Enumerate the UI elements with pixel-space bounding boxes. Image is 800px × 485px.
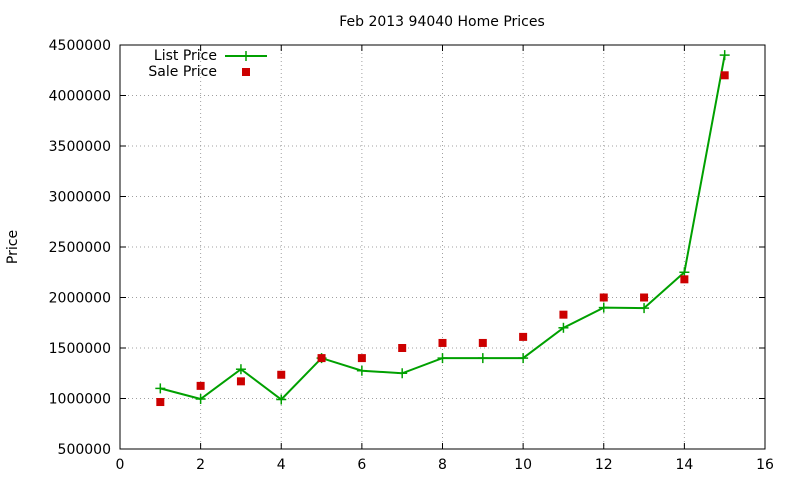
sale-price-point <box>519 332 528 341</box>
sale-price-point <box>478 338 487 347</box>
x-tick-label: 2 <box>196 457 205 473</box>
list-price-point <box>477 353 488 364</box>
legend-marker-list-price <box>241 51 251 61</box>
y-tick-label: 1500000 <box>49 341 111 357</box>
y-tick-label: 2500000 <box>49 240 111 256</box>
x-tick-label: 6 <box>357 457 366 473</box>
list-price-point <box>639 303 650 314</box>
sale-price-point <box>317 354 326 363</box>
legend-label-sale-price: Sale Price <box>148 64 217 80</box>
sale-price-point <box>438 338 447 347</box>
list-price-point <box>719 50 730 61</box>
y-tick-label: 500000 <box>58 442 111 458</box>
y-tick-label: 3500000 <box>49 139 111 155</box>
list-price-point <box>356 365 367 376</box>
x-tick-label: 4 <box>277 457 286 473</box>
sale-price-point <box>277 370 286 379</box>
y-tick-label: 4500000 <box>49 38 111 54</box>
y-tick-label: 1000000 <box>49 392 111 408</box>
list-price-point <box>195 394 206 405</box>
data-series <box>155 50 730 407</box>
sale-price-point <box>357 354 366 363</box>
sale-price-point <box>156 398 165 407</box>
x-tick-label: 16 <box>756 457 774 473</box>
sale-price-point <box>640 293 649 302</box>
y-tick-label: 4000000 <box>49 89 111 105</box>
sale-price-point <box>680 275 689 284</box>
x-tick-label: 12 <box>595 457 613 473</box>
x-tick-label: 10 <box>514 457 532 473</box>
list-price-point <box>598 302 609 313</box>
y-axis-title: Price <box>5 230 21 264</box>
legend-swatch-sale-price <box>242 68 250 76</box>
sale-price-point <box>398 344 407 352</box>
sale-price-point <box>599 293 608 302</box>
sale-price-point <box>196 381 205 390</box>
grid-lines <box>120 45 765 449</box>
axis-ticks: 0 2 4 6 8 10 12 14 16 500000 1000000 1500000 2000000… <box>49 38 774 473</box>
x-tick-label: 0 <box>116 457 125 473</box>
x-tick-label: 8 <box>438 457 447 473</box>
list-price-point <box>518 353 529 364</box>
chart-title: Feb 2013 94040 Home Prices <box>339 14 545 30</box>
y-tick-label: 3000000 <box>49 190 111 206</box>
legend-label-list-price: List Price <box>154 48 217 64</box>
y-tick-label: 2000000 <box>49 291 111 307</box>
sale-price-point <box>559 310 568 319</box>
list-price-point <box>155 383 166 394</box>
x-tick-label: 14 <box>675 457 693 473</box>
list-price-point <box>397 368 408 379</box>
sale-price-point <box>236 377 245 386</box>
list-price-point <box>276 394 287 405</box>
sale-price-point <box>720 71 729 80</box>
list-price-point <box>235 364 246 375</box>
list-price-point <box>437 353 448 364</box>
list-price-point <box>558 322 569 333</box>
